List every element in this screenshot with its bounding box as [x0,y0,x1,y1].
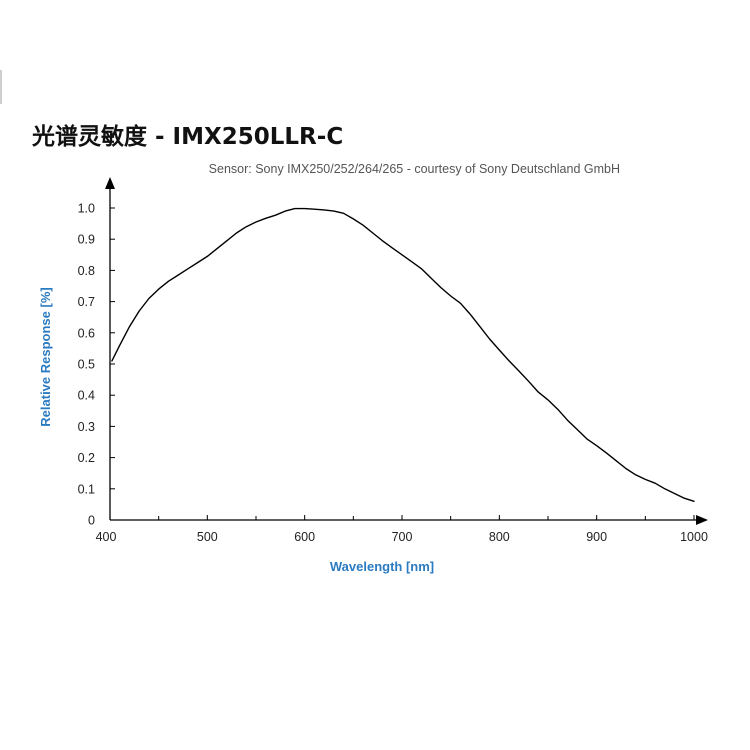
chart-title: 光谱灵敏度 - IMX250LLR-C [31,123,343,150]
response-curve [111,207,695,502]
y-tick-label: 0.7 [78,295,95,309]
y-tick-label: 0 [88,514,95,528]
x-axis-title: Wavelength [nm] [330,559,434,574]
y-tick-label: 1.0 [78,202,95,216]
y-axis-title: Relative Response [%] [38,287,53,426]
x-tick-label: 500 [197,530,218,544]
x-tick-label: 700 [392,530,413,544]
x-axis-arrow [696,515,708,525]
y-tick-label: 0.9 [78,233,95,247]
x-axis-ticks: 400 500 600 700 800 900 1000 [96,515,708,544]
y-tick-label: 0.6 [78,326,95,340]
y-tick-label: 0.8 [78,264,95,278]
page-edge-line [0,70,2,104]
y-tick-label: 0.3 [78,420,95,434]
x-tick-label: 1000 [680,530,708,544]
x-tick-label: 900 [586,530,607,544]
x-tick-label: 800 [489,530,510,544]
chart-subtitle: Sensor: Sony IMX250/252/264/265 - courte… [209,162,620,176]
y-tick-label: 0.2 [78,451,95,465]
y-axis-ticks: 0 0.1 0.2 0.3 0.4 0.5 0.6 0.7 0.8 0.9 1.0 [78,202,115,528]
x-tick-label: 600 [294,530,315,544]
y-axis-arrow [105,177,115,189]
y-tick-label: 0.1 [78,482,95,496]
x-tick-label: 400 [96,530,117,544]
y-tick-label: 0.4 [78,389,95,403]
y-tick-label: 0.5 [78,358,95,372]
